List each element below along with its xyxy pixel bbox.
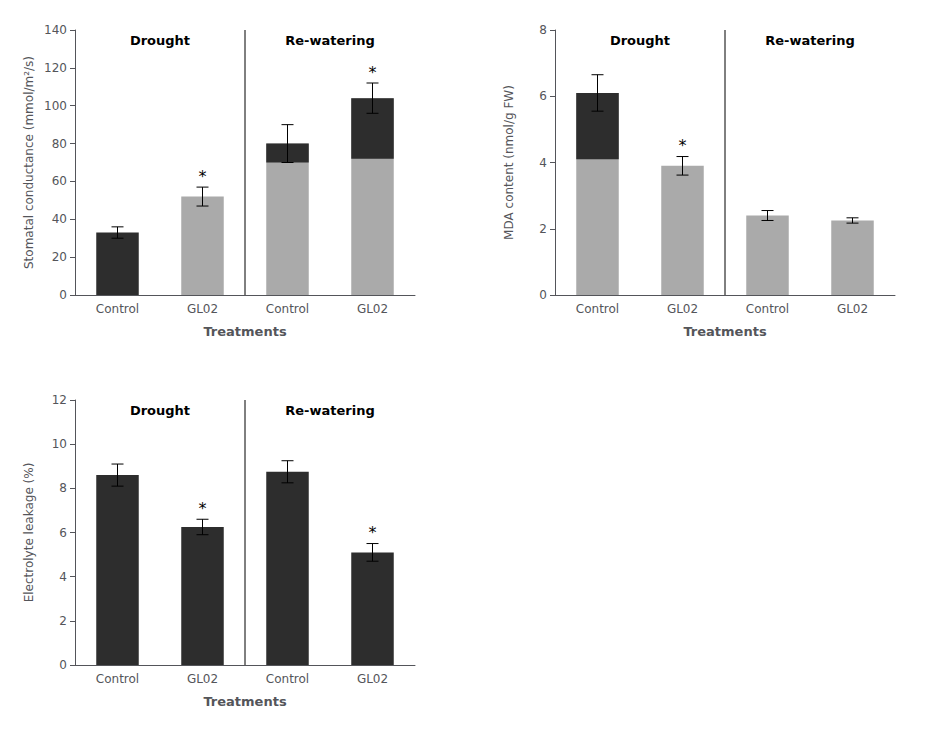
svg-text:*: * — [679, 136, 687, 155]
svg-text:Control: Control — [96, 302, 139, 316]
svg-text:Control: Control — [746, 302, 789, 316]
svg-text:GL02: GL02 — [357, 672, 388, 686]
svg-text:Re-watering: Re-watering — [285, 403, 374, 418]
svg-text:6: 6 — [539, 89, 547, 103]
svg-text:40: 40 — [52, 212, 67, 226]
svg-text:120: 120 — [44, 61, 67, 75]
svg-text:Treatments: Treatments — [203, 694, 286, 709]
svg-text:GL02: GL02 — [357, 302, 388, 316]
svg-text:Stomatal conductance (mmol/m²/: Stomatal conductance (mmol/m²/s) — [22, 56, 36, 269]
svg-text:12: 12 — [52, 393, 67, 407]
svg-text:Control: Control — [96, 672, 139, 686]
svg-text:GL02: GL02 — [837, 302, 868, 316]
svg-text:4: 4 — [539, 156, 547, 170]
svg-text:Electrolyte leakage (%): Electrolyte leakage (%) — [22, 463, 36, 603]
svg-text:GL02: GL02 — [667, 302, 698, 316]
svg-text:Drought: Drought — [610, 33, 670, 48]
svg-text:Control: Control — [266, 672, 309, 686]
svg-text:0: 0 — [59, 288, 67, 302]
svg-text:Drought: Drought — [130, 33, 190, 48]
svg-text:Control: Control — [266, 302, 309, 316]
svg-text:2: 2 — [539, 222, 547, 236]
svg-text:Re-watering: Re-watering — [285, 33, 374, 48]
svg-text:20: 20 — [52, 250, 67, 264]
svg-text:*: * — [199, 499, 207, 518]
svg-text:2: 2 — [59, 614, 67, 628]
svg-text:Control: Control — [576, 302, 619, 316]
svg-text:*: * — [369, 523, 377, 542]
svg-text:100: 100 — [44, 99, 67, 113]
svg-text:Re-watering: Re-watering — [765, 33, 854, 48]
svg-text:4: 4 — [59, 570, 67, 584]
svg-text:Drought: Drought — [130, 403, 190, 418]
svg-text:GL02: GL02 — [187, 302, 218, 316]
svg-text:140: 140 — [44, 23, 67, 37]
svg-text:*: * — [369, 63, 377, 82]
svg-text:6: 6 — [59, 526, 67, 540]
svg-text:*: * — [199, 167, 207, 186]
svg-text:0: 0 — [539, 288, 547, 302]
svg-text:8: 8 — [539, 23, 547, 37]
svg-text:80: 80 — [52, 137, 67, 151]
svg-text:Treatments: Treatments — [203, 324, 286, 339]
svg-text:10: 10 — [52, 437, 67, 451]
svg-text:GL02: GL02 — [187, 672, 218, 686]
svg-text:MDA content (nmol/g FW): MDA content (nmol/g FW) — [502, 85, 516, 240]
svg-text:8: 8 — [59, 481, 67, 495]
svg-text:60: 60 — [52, 174, 67, 188]
svg-text:Treatments: Treatments — [683, 324, 766, 339]
svg-text:0: 0 — [59, 658, 67, 672]
